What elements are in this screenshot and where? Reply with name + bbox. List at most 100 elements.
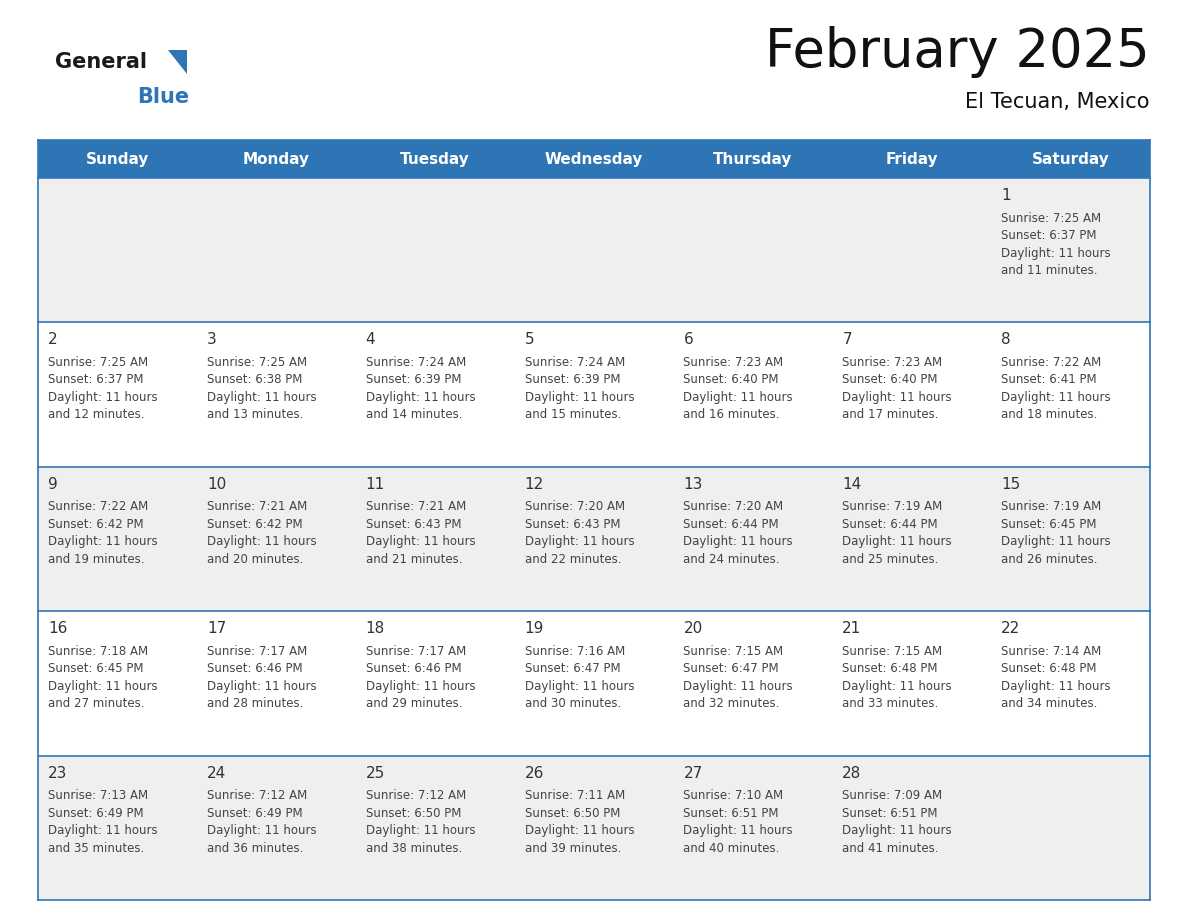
Text: 14: 14 (842, 476, 861, 492)
Text: and 21 minutes.: and 21 minutes. (366, 553, 462, 565)
Text: 22: 22 (1001, 621, 1020, 636)
Text: Daylight: 11 hours: Daylight: 11 hours (207, 824, 316, 837)
Text: Sunset: 6:42 PM: Sunset: 6:42 PM (207, 518, 303, 531)
Text: Sunset: 6:46 PM: Sunset: 6:46 PM (366, 662, 461, 676)
Text: and 20 minutes.: and 20 minutes. (207, 553, 303, 565)
Text: Sunrise: 7:25 AM: Sunrise: 7:25 AM (48, 356, 148, 369)
Text: Sunset: 6:43 PM: Sunset: 6:43 PM (366, 518, 461, 531)
Bar (38, 322, 1150, 466)
Text: Sunset: 6:44 PM: Sunset: 6:44 PM (842, 518, 937, 531)
Text: 19: 19 (525, 621, 544, 636)
Bar (38, 756, 1150, 900)
Text: Sunrise: 7:23 AM: Sunrise: 7:23 AM (842, 356, 942, 369)
Text: Daylight: 11 hours: Daylight: 11 hours (842, 824, 952, 837)
Text: and 26 minutes.: and 26 minutes. (1001, 553, 1098, 565)
Text: and 36 minutes.: and 36 minutes. (207, 842, 303, 855)
Text: Daylight: 11 hours: Daylight: 11 hours (683, 679, 794, 693)
Text: Sunrise: 7:24 AM: Sunrise: 7:24 AM (525, 356, 625, 369)
Text: Sunrise: 7:09 AM: Sunrise: 7:09 AM (842, 789, 942, 802)
Text: Daylight: 11 hours: Daylight: 11 hours (48, 535, 158, 548)
Bar (38, 178, 1150, 322)
Text: Sunset: 6:45 PM: Sunset: 6:45 PM (48, 662, 144, 676)
Text: Sunrise: 7:22 AM: Sunrise: 7:22 AM (48, 500, 148, 513)
Text: and 16 minutes.: and 16 minutes. (683, 409, 781, 421)
Text: Sunrise: 7:12 AM: Sunrise: 7:12 AM (366, 789, 466, 802)
Text: Daylight: 11 hours: Daylight: 11 hours (366, 679, 475, 693)
Text: Sunrise: 7:24 AM: Sunrise: 7:24 AM (366, 356, 466, 369)
Text: Sunset: 6:51 PM: Sunset: 6:51 PM (683, 807, 779, 820)
Text: and 27 minutes.: and 27 minutes. (48, 697, 145, 711)
Text: Sunset: 6:49 PM: Sunset: 6:49 PM (207, 807, 303, 820)
Text: and 29 minutes.: and 29 minutes. (366, 697, 462, 711)
Text: Sunset: 6:46 PM: Sunset: 6:46 PM (207, 662, 303, 676)
Text: Saturday: Saturday (1031, 151, 1110, 166)
Text: and 14 minutes.: and 14 minutes. (366, 409, 462, 421)
Text: 16: 16 (48, 621, 68, 636)
Text: and 19 minutes.: and 19 minutes. (48, 553, 145, 565)
Text: Thursday: Thursday (713, 151, 792, 166)
Bar (38, 466, 1150, 611)
Text: 4: 4 (366, 332, 375, 347)
Text: and 34 minutes.: and 34 minutes. (1001, 697, 1098, 711)
Text: 11: 11 (366, 476, 385, 492)
Text: Sunset: 6:44 PM: Sunset: 6:44 PM (683, 518, 779, 531)
Text: and 11 minutes.: and 11 minutes. (1001, 264, 1098, 277)
Text: 10: 10 (207, 476, 226, 492)
Text: and 15 minutes.: and 15 minutes. (525, 409, 621, 421)
Text: and 25 minutes.: and 25 minutes. (842, 553, 939, 565)
Text: Sunrise: 7:12 AM: Sunrise: 7:12 AM (207, 789, 308, 802)
Text: Daylight: 11 hours: Daylight: 11 hours (683, 535, 794, 548)
Text: and 18 minutes.: and 18 minutes. (1001, 409, 1098, 421)
Text: Sunrise: 7:25 AM: Sunrise: 7:25 AM (1001, 211, 1101, 225)
Text: Sunday: Sunday (86, 151, 150, 166)
Text: and 33 minutes.: and 33 minutes. (842, 697, 939, 711)
Text: Daylight: 11 hours: Daylight: 11 hours (366, 535, 475, 548)
Text: Sunrise: 7:22 AM: Sunrise: 7:22 AM (1001, 356, 1101, 369)
Text: 5: 5 (525, 332, 535, 347)
Text: El Tecuan, Mexico: El Tecuan, Mexico (966, 92, 1150, 112)
Text: 17: 17 (207, 621, 226, 636)
Text: Daylight: 11 hours: Daylight: 11 hours (842, 535, 952, 548)
Text: 25: 25 (366, 766, 385, 780)
Text: Sunrise: 7:21 AM: Sunrise: 7:21 AM (207, 500, 308, 513)
Text: Daylight: 11 hours: Daylight: 11 hours (842, 391, 952, 404)
Text: Daylight: 11 hours: Daylight: 11 hours (525, 391, 634, 404)
Text: Sunset: 6:51 PM: Sunset: 6:51 PM (842, 807, 937, 820)
Text: Sunset: 6:39 PM: Sunset: 6:39 PM (366, 374, 461, 386)
Text: and 22 minutes.: and 22 minutes. (525, 553, 621, 565)
Text: 20: 20 (683, 621, 702, 636)
Text: Sunset: 6:47 PM: Sunset: 6:47 PM (525, 662, 620, 676)
Text: Daylight: 11 hours: Daylight: 11 hours (1001, 679, 1111, 693)
Text: Daylight: 11 hours: Daylight: 11 hours (48, 824, 158, 837)
Text: Wednesday: Wednesday (545, 151, 643, 166)
Text: Sunrise: 7:17 AM: Sunrise: 7:17 AM (366, 644, 466, 657)
Text: Sunrise: 7:14 AM: Sunrise: 7:14 AM (1001, 644, 1101, 657)
Text: Sunrise: 7:13 AM: Sunrise: 7:13 AM (48, 789, 148, 802)
Text: Daylight: 11 hours: Daylight: 11 hours (207, 679, 316, 693)
Text: 12: 12 (525, 476, 544, 492)
Text: Sunset: 6:39 PM: Sunset: 6:39 PM (525, 374, 620, 386)
Text: Sunrise: 7:21 AM: Sunrise: 7:21 AM (366, 500, 466, 513)
Text: Sunrise: 7:19 AM: Sunrise: 7:19 AM (842, 500, 942, 513)
Text: 26: 26 (525, 766, 544, 780)
Text: Daylight: 11 hours: Daylight: 11 hours (683, 391, 794, 404)
Text: Daylight: 11 hours: Daylight: 11 hours (48, 679, 158, 693)
Text: Daylight: 11 hours: Daylight: 11 hours (683, 824, 794, 837)
Text: 1: 1 (1001, 188, 1011, 203)
Text: Sunrise: 7:20 AM: Sunrise: 7:20 AM (525, 500, 625, 513)
Text: 7: 7 (842, 332, 852, 347)
Text: Sunrise: 7:15 AM: Sunrise: 7:15 AM (842, 644, 942, 657)
Text: Daylight: 11 hours: Daylight: 11 hours (525, 679, 634, 693)
Text: Sunset: 6:48 PM: Sunset: 6:48 PM (842, 662, 937, 676)
Text: Sunset: 6:48 PM: Sunset: 6:48 PM (1001, 662, 1097, 676)
Text: 15: 15 (1001, 476, 1020, 492)
Text: Sunrise: 7:25 AM: Sunrise: 7:25 AM (207, 356, 307, 369)
Text: Sunrise: 7:19 AM: Sunrise: 7:19 AM (1001, 500, 1101, 513)
Text: Sunset: 6:47 PM: Sunset: 6:47 PM (683, 662, 779, 676)
Text: Friday: Friday (885, 151, 939, 166)
Bar (38, 611, 1150, 756)
Text: and 35 minutes.: and 35 minutes. (48, 842, 144, 855)
Text: 13: 13 (683, 476, 703, 492)
Text: Sunrise: 7:20 AM: Sunrise: 7:20 AM (683, 500, 784, 513)
Text: Daylight: 11 hours: Daylight: 11 hours (207, 535, 316, 548)
